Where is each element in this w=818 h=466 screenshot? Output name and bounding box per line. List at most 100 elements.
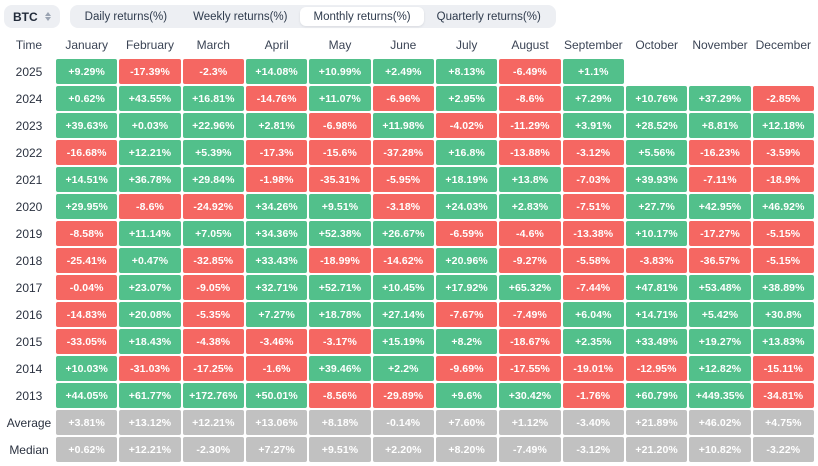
row-label: 2020: [15, 199, 43, 214]
month-column-header: February: [125, 38, 174, 52]
row-label: Median: [9, 442, 49, 457]
return-cell: +16.81%: [182, 86, 244, 111]
return-cell: -16.68%: [56, 140, 118, 165]
return-cell: +19.27%: [689, 329, 751, 354]
return-cell: +7.29%: [562, 86, 624, 111]
return-cell: -6.98%: [309, 113, 371, 138]
return-cell: +2.81%: [245, 113, 308, 138]
return-cell: +47.81%: [625, 275, 688, 300]
symbol-selector[interactable]: BTC: [4, 5, 60, 28]
return-cell: -8.6%: [119, 194, 181, 219]
return-cell: -3.17%: [309, 329, 371, 354]
return-cell: +2.95%: [435, 86, 498, 111]
return-cell: -1.98%: [245, 167, 308, 192]
return-cell: -7.44%: [562, 275, 624, 300]
tab-monthly-returns[interactable]: Monthly returns(%): [300, 7, 424, 26]
tab-quarterly-returns[interactable]: Quarterly returns(%): [424, 7, 554, 26]
return-cell: +1.1%: [562, 59, 624, 84]
return-cell: +28.52%: [625, 113, 688, 138]
return-cell: -14.83%: [56, 302, 118, 327]
return-cell: +21.20%: [625, 437, 688, 462]
return-cell: -33.05%: [56, 329, 118, 354]
return-cell: +29.84%: [182, 167, 244, 192]
return-cell: -31.03%: [119, 356, 181, 381]
return-cell: +14.71%: [625, 302, 688, 327]
return-cell: +30.42%: [499, 383, 561, 408]
return-cell: +14.51%: [56, 167, 118, 192]
return-cell: +8.20%: [435, 437, 498, 462]
return-cell: -32.85%: [182, 248, 244, 273]
return-cell: -25.41%: [56, 248, 118, 273]
return-cell: -35.31%: [309, 167, 371, 192]
return-cell: +13.06%: [245, 410, 308, 435]
return-cell: [626, 59, 687, 84]
return-cell: -4.38%: [182, 329, 244, 354]
return-cell: +15.19%: [372, 329, 434, 354]
row-label: 2022: [15, 145, 43, 160]
time-column-header: Time: [15, 38, 43, 52]
return-cell: +50.01%: [245, 383, 308, 408]
return-cell: +20.08%: [119, 302, 181, 327]
return-cell: +27.7%: [625, 194, 688, 219]
return-cell: +18.78%: [309, 302, 371, 327]
return-cell: -5.58%: [562, 248, 624, 273]
return-cell: +5.56%: [625, 140, 688, 165]
return-cell: +12.21%: [119, 140, 181, 165]
return-cell: +7.05%: [182, 221, 244, 246]
return-cell: -17.39%: [119, 59, 181, 84]
return-cell: -36.57%: [689, 248, 751, 273]
return-cell: -34.81%: [752, 383, 814, 408]
return-cell: -14.76%: [245, 86, 308, 111]
return-cell: +29.95%: [56, 194, 118, 219]
tab-weekly-returns[interactable]: Weekly returns(%): [180, 7, 300, 26]
return-cell: -3.83%: [625, 248, 688, 273]
month-column-header: December: [755, 38, 811, 52]
return-cell: +11.07%: [309, 86, 371, 111]
return-cell: +0.62%: [56, 86, 118, 111]
month-column-header: July: [455, 38, 478, 52]
return-cell: -4.6%: [499, 221, 561, 246]
return-cell: +18.43%: [119, 329, 181, 354]
return-cell: -13.88%: [499, 140, 561, 165]
return-cell: -3.59%: [752, 140, 814, 165]
return-cell: -13.38%: [562, 221, 624, 246]
return-cell: -9.05%: [182, 275, 244, 300]
return-cell: +6.04%: [562, 302, 624, 327]
return-cell: +3.81%: [56, 410, 118, 435]
return-cell: -4.02%: [435, 113, 498, 138]
return-cell: +8.81%: [689, 113, 751, 138]
row-label: 2017: [15, 280, 43, 295]
tab-daily-returns[interactable]: Daily returns(%): [72, 7, 180, 26]
return-cell: -0.04%: [56, 275, 118, 300]
return-cell: +8.2%: [435, 329, 498, 354]
controls-bar: BTC Daily returns(%) Weekly returns(%) M…: [4, 5, 814, 28]
return-cell: -1.6%: [245, 356, 308, 381]
return-cell: -3.46%: [245, 329, 308, 354]
return-cell: -6.49%: [499, 59, 561, 84]
return-cell: +10.99%: [309, 59, 371, 84]
return-cell: -3.12%: [562, 437, 624, 462]
return-cell: +8.18%: [309, 410, 371, 435]
symbol-label: BTC: [13, 9, 38, 24]
return-cell: -7.51%: [562, 194, 624, 219]
return-cell: -12.95%: [625, 356, 688, 381]
return-cell: -0.14%: [372, 410, 434, 435]
return-cell: +52.38%: [309, 221, 371, 246]
return-cell: +0.03%: [119, 113, 181, 138]
return-cell: +61.77%: [119, 383, 181, 408]
return-cell: +43.55%: [119, 86, 181, 111]
return-cell: +38.89%: [752, 275, 814, 300]
return-cell: -5.95%: [372, 167, 434, 192]
return-cell: -29.89%: [372, 383, 434, 408]
month-column-header: June: [390, 38, 417, 52]
return-cell: +33.43%: [245, 248, 308, 273]
return-cell: +14.08%: [245, 59, 308, 84]
return-cell: +42.95%: [689, 194, 751, 219]
return-cell: -9.27%: [499, 248, 561, 273]
row-label: 2016: [15, 307, 43, 322]
return-cell: +39.93%: [625, 167, 688, 192]
return-cell: +10.03%: [56, 356, 118, 381]
return-cell: +9.51%: [309, 194, 371, 219]
returns-period-tabs: Daily returns(%) Weekly returns(%) Month…: [69, 5, 556, 28]
return-cell: [689, 59, 750, 84]
